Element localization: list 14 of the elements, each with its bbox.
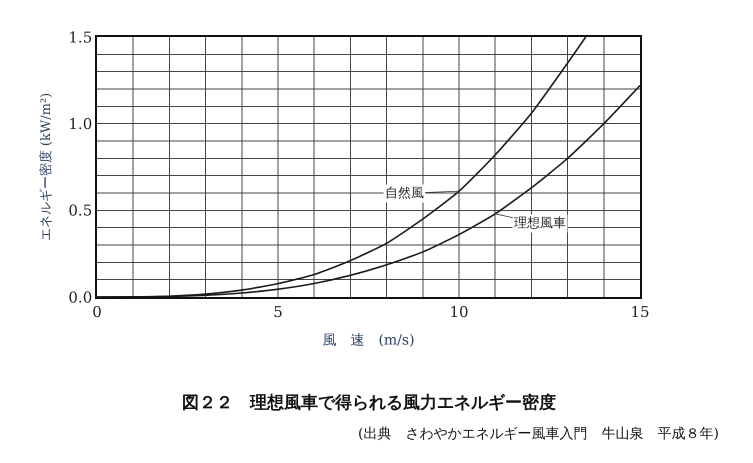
y-tick-label: 0.0 [68, 288, 92, 306]
y-tick-label: 1.0 [68, 114, 92, 133]
x-tick-label: 0 [92, 302, 102, 321]
x-tick-label: 15 [630, 302, 650, 321]
y-axis-title: エネルギー密度 (kW/m²) [38, 92, 54, 242]
series-label: 理想風車 [514, 216, 566, 231]
x-tick-label: 5 [273, 302, 283, 321]
y-tick-label: 1.5 [68, 28, 92, 46]
text: 図２２ 理想風車で得られる風力エネルギー密度 [182, 393, 556, 413]
text: (出典 さわやかエネルギー風車入門 牛山泉 平成８年) [358, 426, 719, 442]
series-label: 自然風 [385, 186, 424, 201]
y-tick-label: 0.5 [68, 202, 92, 220]
x-axis-title: 風 速 (m/s) [322, 332, 415, 349]
x-tick-label: 10 [449, 302, 469, 321]
